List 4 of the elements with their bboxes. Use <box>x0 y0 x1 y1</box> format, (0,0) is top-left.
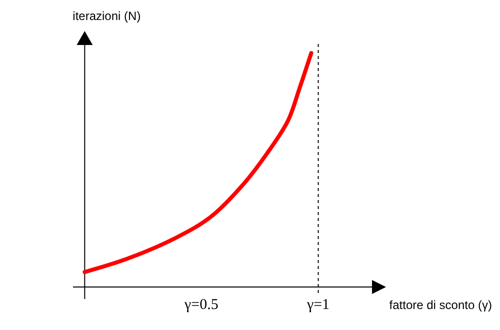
y-axis-title: iterazioni (N) <box>72 9 141 23</box>
x-tick-label: γ=1 <box>306 297 330 313</box>
x-tick-label: γ=0.5 <box>184 297 218 313</box>
x-axis-title: fattore di sconto (γ) <box>389 298 492 312</box>
